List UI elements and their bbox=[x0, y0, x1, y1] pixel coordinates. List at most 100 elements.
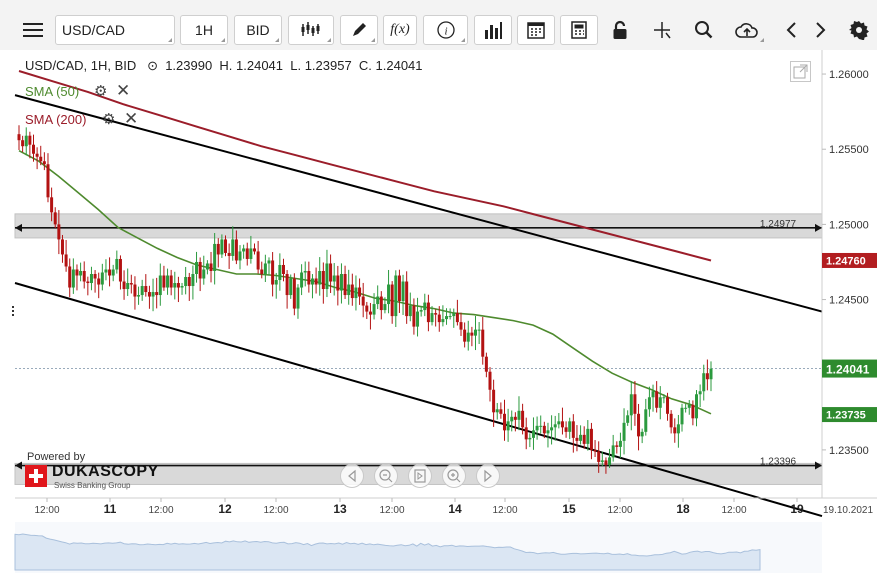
candle-body[interactable] bbox=[405, 281, 409, 317]
candle-body[interactable] bbox=[542, 425, 546, 434]
price-side-select[interactable]: BID bbox=[234, 15, 282, 45]
symbol-select[interactable]: USD/CAD bbox=[55, 15, 175, 45]
calculator-button[interactable] bbox=[560, 15, 598, 45]
candle-body[interactable] bbox=[191, 274, 195, 287]
candle-body[interactable] bbox=[93, 274, 97, 279]
share-button[interactable] bbox=[727, 15, 767, 45]
candle-body[interactable] bbox=[434, 313, 438, 315]
candle-body[interactable] bbox=[354, 287, 358, 299]
candle-body[interactable] bbox=[350, 284, 354, 299]
calendar-button[interactable] bbox=[517, 15, 555, 45]
candle-body[interactable] bbox=[553, 424, 557, 428]
candle-body[interactable] bbox=[173, 283, 177, 288]
candle-body[interactable] bbox=[597, 451, 601, 462]
candle-body[interactable] bbox=[28, 135, 32, 145]
candle-body[interactable] bbox=[629, 394, 633, 416]
candle-body[interactable] bbox=[376, 296, 380, 305]
settings-button[interactable] bbox=[846, 15, 872, 45]
candle-body[interactable] bbox=[303, 270, 307, 273]
timeframe-select[interactable]: 1H bbox=[180, 15, 228, 45]
candle-body[interactable] bbox=[361, 296, 365, 306]
candle-body[interactable] bbox=[611, 445, 615, 458]
candle-body[interactable] bbox=[151, 292, 155, 297]
candle-body[interactable] bbox=[296, 287, 300, 309]
candle-body[interactable] bbox=[513, 416, 517, 420]
candle-body[interactable] bbox=[488, 371, 492, 390]
candle-body[interactable] bbox=[510, 416, 514, 422]
candle-body[interactable] bbox=[640, 431, 644, 437]
candle-body[interactable] bbox=[589, 428, 593, 450]
candle-body[interactable] bbox=[528, 437, 532, 440]
candle-body[interactable] bbox=[495, 409, 499, 413]
candle-body[interactable] bbox=[195, 261, 199, 274]
candle-body[interactable] bbox=[278, 264, 282, 281]
candle-body[interactable] bbox=[321, 270, 325, 290]
candle-body[interactable] bbox=[470, 332, 474, 336]
candle-body[interactable] bbox=[365, 305, 369, 312]
candle-body[interactable] bbox=[104, 269, 108, 273]
candle-body[interactable] bbox=[397, 275, 401, 302]
candle-body[interactable] bbox=[394, 275, 398, 317]
left-drag-handle[interactable] bbox=[12, 306, 14, 316]
candle-body[interactable] bbox=[484, 356, 488, 372]
candle-body[interactable] bbox=[35, 153, 39, 157]
trendline[interactable] bbox=[14, 94, 823, 313]
reset-zoom-button[interactable] bbox=[408, 464, 432, 488]
candle-body[interactable] bbox=[53, 212, 57, 225]
crosshair-button[interactable] bbox=[643, 15, 681, 45]
candle-body[interactable] bbox=[115, 258, 119, 270]
candle-body[interactable] bbox=[644, 409, 648, 432]
candle-body[interactable] bbox=[224, 239, 228, 253]
candle-body[interactable] bbox=[21, 140, 25, 147]
scroll-left-button[interactable] bbox=[340, 464, 364, 488]
candle-body[interactable] bbox=[379, 296, 383, 311]
candle-body[interactable] bbox=[129, 283, 133, 285]
prev-button[interactable] bbox=[779, 15, 803, 45]
candle-body[interactable] bbox=[155, 292, 159, 296]
candle-body[interactable] bbox=[401, 281, 405, 302]
candle-body[interactable] bbox=[430, 313, 434, 323]
candle-body[interactable] bbox=[97, 278, 101, 285]
menu-icon[interactable] bbox=[17, 15, 49, 45]
candle-body[interactable] bbox=[684, 407, 688, 409]
candle-body[interactable] bbox=[42, 161, 46, 165]
candle-body[interactable] bbox=[209, 263, 213, 271]
candle-body[interactable] bbox=[289, 278, 293, 296]
candle-body[interactable] bbox=[347, 284, 351, 296]
candle-body[interactable] bbox=[557, 421, 561, 425]
candle-body[interactable] bbox=[234, 239, 238, 261]
candle-body[interactable] bbox=[343, 274, 347, 296]
scroll-right-button[interactable] bbox=[476, 464, 500, 488]
candle-body[interactable] bbox=[517, 410, 521, 420]
candle-body[interactable] bbox=[133, 284, 137, 297]
candle-body[interactable] bbox=[445, 316, 449, 320]
candle-body[interactable] bbox=[568, 421, 572, 432]
candle-body[interactable] bbox=[50, 197, 54, 213]
candle-body[interactable] bbox=[187, 277, 191, 287]
candle-body[interactable] bbox=[531, 430, 535, 438]
lock-button[interactable] bbox=[603, 15, 637, 45]
candle-body[interactable] bbox=[205, 263, 209, 270]
candle-body[interactable] bbox=[506, 421, 510, 431]
candle-body[interactable] bbox=[325, 263, 329, 290]
candle-body[interactable] bbox=[647, 397, 651, 410]
candle-body[interactable] bbox=[169, 275, 173, 288]
candle-body[interactable] bbox=[702, 373, 706, 392]
candle-body[interactable] bbox=[372, 304, 376, 315]
candle-body[interactable] bbox=[332, 275, 336, 282]
candle-body[interactable] bbox=[108, 269, 112, 276]
candle-body[interactable] bbox=[459, 322, 463, 330]
candle-body[interactable] bbox=[238, 251, 242, 261]
candle-body[interactable] bbox=[216, 243, 220, 255]
candle-body[interactable] bbox=[593, 449, 597, 452]
candle-body[interactable] bbox=[600, 460, 604, 462]
candle-body[interactable] bbox=[368, 311, 372, 315]
candle-body[interactable] bbox=[220, 239, 224, 255]
candle-body[interactable] bbox=[463, 329, 467, 342]
candle-body[interactable] bbox=[274, 280, 278, 285]
candle-body[interactable] bbox=[307, 270, 311, 285]
candle-body[interactable] bbox=[448, 316, 452, 318]
candle-body[interactable] bbox=[662, 397, 666, 399]
candle-body[interactable] bbox=[158, 275, 162, 296]
candle-body[interactable] bbox=[655, 391, 659, 408]
